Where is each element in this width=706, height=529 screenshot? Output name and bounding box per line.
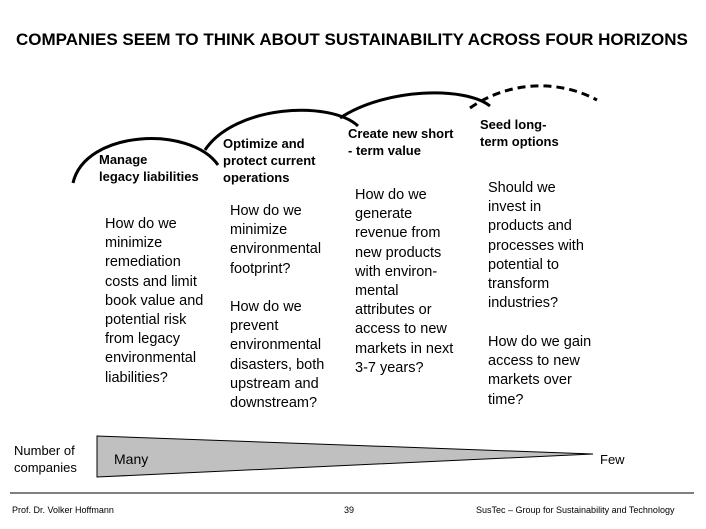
horizon-2-label: Optimize and protect current operations [223,136,316,185]
horizon-1-question: How do we minimize remediation costs and… [105,216,204,386]
horizon-2-question-2: How do we prevent environmental disaster… [230,299,325,412]
wedge-start-label: Many [114,451,149,467]
horizon-3-question: How do we generate revenue from new prod… [355,187,454,376]
footer-author: Prof. Dr. Volker Hoffmann [12,505,114,515]
horizon-4-label: Seed long- term options [480,117,559,149]
horizon-1-arc [71,137,220,184]
horizon-2-arc [203,108,360,151]
footer-organization: SusTec – Group for Sustainability and Te… [476,505,675,515]
horizon-1-label: Manage legacy liabilities [99,152,199,184]
horizon-4-arc [469,84,598,110]
horizon-4-question-1: Should we invest in products and process… [488,180,584,312]
horizon-4-question-2: How do we gain access to new markets ove… [488,334,592,408]
horizon-3-label: Create new short - term value [348,126,454,158]
horizon-3-arc [339,91,491,120]
slide-title: COMPANIES SEEM TO THINK ABOUT SUSTAINABI… [16,30,688,49]
wedge-axis-label: Number of companies [14,443,77,475]
horizon-2-question-1: How do we minimize environmental footpri… [230,203,322,277]
companies-wedge [96,435,594,478]
wedge-end-label: Few [600,452,625,467]
footer-page-number: 39 [344,505,355,515]
